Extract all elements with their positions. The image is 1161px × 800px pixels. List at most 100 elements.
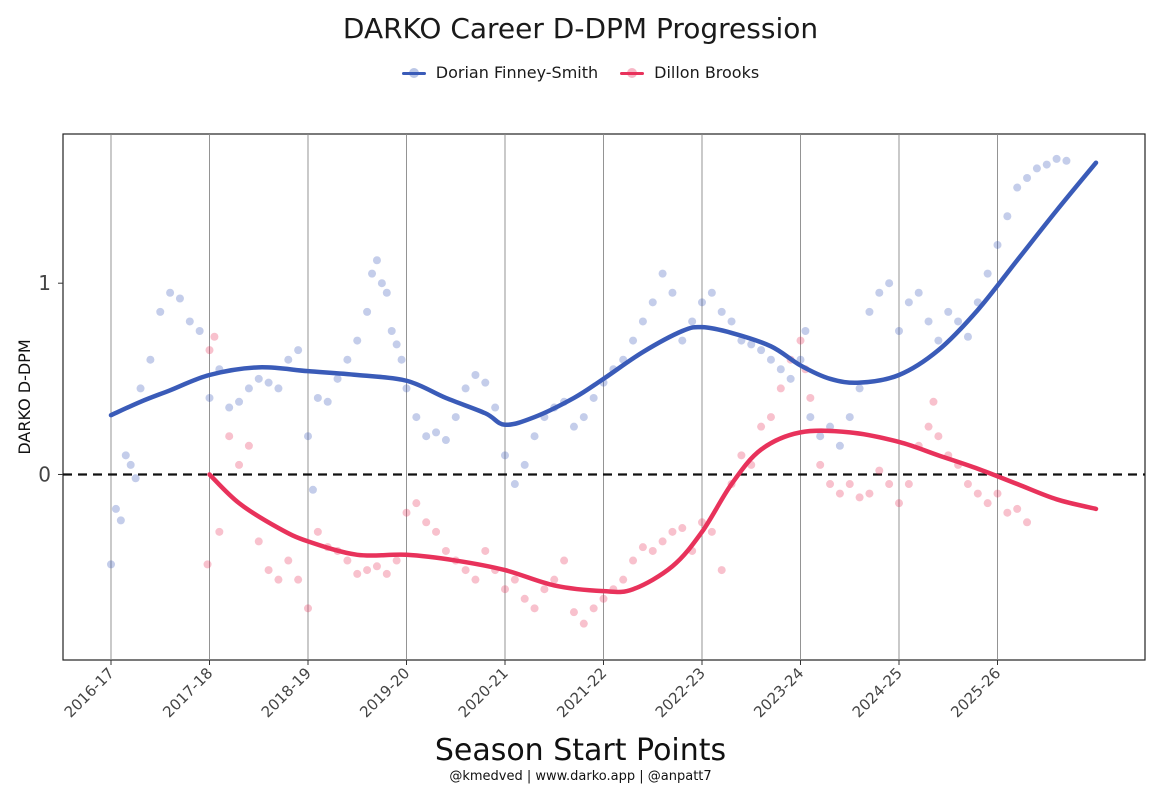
data-point-series-2: [412, 499, 421, 508]
data-point-series-2: [203, 560, 212, 569]
legend-line-series-2: [620, 71, 645, 75]
data-point-series-2: [929, 397, 938, 406]
y-tick-label: 1: [38, 271, 51, 295]
data-point-series-1: [313, 393, 322, 402]
data-point-series-1: [963, 332, 972, 341]
data-point-series-2: [215, 527, 224, 536]
data-point-series-2: [806, 393, 815, 402]
data-point-series-2: [1003, 508, 1012, 517]
data-point-series-2: [254, 537, 263, 546]
x-tick-label: 2025-26: [947, 664, 1004, 721]
data-point-series-2: [589, 604, 598, 613]
data-point-series-1: [924, 317, 933, 326]
data-point-series-2: [363, 566, 372, 575]
data-point-series-1: [294, 346, 303, 355]
data-point-series-1: [678, 336, 687, 345]
data-point-series-1: [1062, 156, 1071, 165]
legend-dot-series-1: [408, 67, 419, 78]
data-point-series-1: [111, 504, 120, 513]
data-point-series-2: [904, 480, 913, 489]
data-point-series-1: [131, 474, 140, 483]
y-axis-title: DARKO D-DPM: [15, 339, 34, 454]
x-tick-label: 2016-17: [61, 664, 118, 721]
x-tick-label: 2017-18: [159, 664, 216, 721]
data-point-series-1: [422, 432, 431, 441]
x-tick-label: 2021-22: [553, 664, 610, 721]
data-point-series-1: [904, 298, 913, 307]
data-point-series-1: [1042, 160, 1051, 169]
data-point-series-2: [816, 460, 825, 469]
data-point-series-2: [845, 480, 854, 489]
data-point-series-2: [402, 508, 411, 517]
data-point-series-1: [569, 422, 578, 431]
data-point-series-2: [826, 480, 835, 489]
data-point-series-2: [619, 575, 628, 584]
data-point-series-1: [944, 307, 953, 316]
x-tick-label: 2024-25: [849, 664, 906, 721]
data-point-series-2: [707, 527, 716, 536]
data-point-series-1: [156, 307, 165, 316]
data-point-series-1: [1032, 164, 1041, 173]
data-point-series-1: [441, 436, 450, 445]
x-tick-label: 2020-21: [455, 664, 512, 721]
data-point-series-1: [510, 480, 519, 489]
data-point-series-2: [698, 518, 706, 527]
data-point-series-1: [116, 516, 125, 525]
data-point-series-1: [185, 317, 194, 326]
data-point-series-1: [698, 298, 706, 307]
data-point-series-1: [1013, 183, 1022, 192]
data-point-series-1: [835, 441, 844, 450]
data-point-series-2: [658, 537, 667, 546]
data-point-series-1: [304, 432, 312, 441]
data-point-series-1: [727, 317, 736, 326]
data-point-series-2: [481, 546, 490, 555]
data-point-series-1: [471, 371, 480, 380]
data-point-series-1: [954, 317, 963, 326]
data-point-series-2: [274, 575, 283, 584]
data-point-series-2: [895, 499, 903, 508]
data-point-series-1: [368, 269, 377, 278]
legend-item-series-1: Dorian Finney-Smith: [401, 63, 598, 82]
data-point-series-1: [254, 374, 263, 383]
data-point-series-1: [107, 560, 115, 569]
data-point-series-2: [235, 460, 244, 469]
data-point-series-1: [387, 327, 396, 336]
data-point-series-1: [205, 393, 214, 402]
data-point-series-2: [264, 566, 273, 575]
legend-dot-series-2: [627, 67, 638, 78]
data-point-series-1: [993, 240, 1002, 249]
x-tick-label: 2022-23: [652, 664, 709, 721]
data-point-series-1: [392, 340, 401, 349]
data-point-series-1: [520, 460, 529, 469]
data-point-series-2: [530, 604, 539, 613]
data-point-series-2: [934, 432, 943, 441]
data-point-series-2: [294, 575, 303, 584]
data-point-series-1: [845, 413, 854, 422]
data-point-series-1: [461, 384, 470, 393]
data-point-series-1: [195, 327, 204, 336]
data-point-series-1: [914, 288, 923, 297]
data-point-series-1: [816, 432, 825, 441]
data-point-series-1: [776, 365, 785, 374]
data-point-series-1: [363, 307, 372, 316]
data-point-series-1: [501, 451, 509, 460]
data-point-series-1: [1003, 212, 1012, 221]
data-point-series-2: [382, 569, 391, 578]
data-point-series-2: [422, 518, 431, 527]
data-point-series-1: [707, 288, 716, 297]
data-point-series-2: [432, 527, 441, 536]
legend: Dorian Finney-Smith Dillon Brooks: [0, 63, 1161, 82]
data-point-series-1: [323, 397, 332, 406]
y-tick-label: 0: [38, 462, 51, 486]
data-point-series-1: [786, 374, 795, 383]
data-point-series-2: [353, 569, 362, 578]
data-point-series-2: [717, 566, 726, 575]
data-point-series-1: [244, 384, 253, 393]
data-point-series-2: [1023, 518, 1032, 527]
data-point-series-2: [441, 546, 450, 555]
x-tick-label: 2018-19: [258, 664, 315, 721]
data-point-series-1: [432, 428, 441, 437]
data-point-series-2: [244, 441, 253, 450]
data-point-series-1: [638, 317, 647, 326]
data-point-series-1: [308, 485, 317, 494]
